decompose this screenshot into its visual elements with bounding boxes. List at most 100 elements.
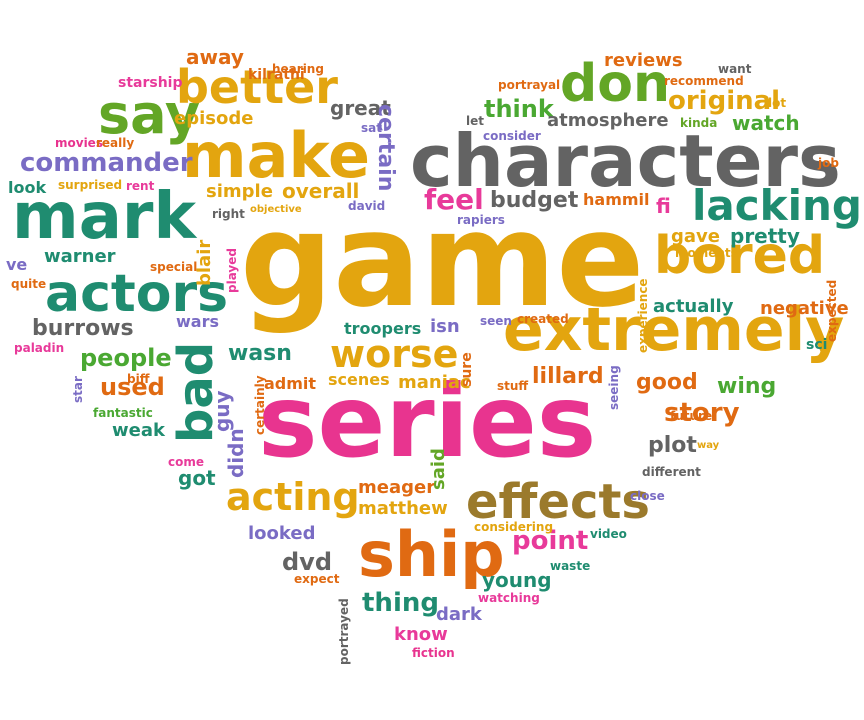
word-expected: expected	[825, 279, 839, 342]
word-away: away	[186, 45, 244, 69]
word-different: different	[642, 465, 701, 479]
word-got: got	[178, 466, 216, 490]
word-better: better	[176, 60, 338, 114]
word-story: story	[664, 398, 740, 428]
word-watching: watching	[478, 591, 540, 605]
word-isn: isn	[430, 316, 460, 337]
word-actors: actors	[45, 264, 229, 324]
word-fantastic: fantastic	[93, 406, 153, 420]
word-future: future	[670, 409, 713, 423]
word-matthew: matthew	[358, 498, 448, 519]
word-lacking: lacking	[692, 181, 862, 230]
word-great: great	[330, 96, 391, 120]
word-star: star	[71, 376, 85, 403]
word-good: good	[636, 370, 698, 395]
word-hammil: hammil	[583, 190, 650, 209]
word-used: used	[100, 373, 165, 401]
word-make: make	[182, 119, 371, 192]
word-consider: consider	[483, 129, 541, 143]
word-didn: didn	[224, 428, 248, 478]
word-recommend: recommend	[664, 74, 744, 88]
word-pretty: pretty	[730, 224, 800, 248]
word-worse: worse	[330, 332, 459, 376]
word-said: said	[428, 448, 449, 490]
word-weak: weak	[112, 420, 165, 441]
word-blair: blair	[194, 239, 215, 286]
word-actually: actually	[653, 296, 734, 317]
word-considering: considering	[474, 520, 554, 534]
word-negative: negative	[760, 298, 849, 319]
word-rent: rent	[126, 179, 155, 193]
word-scenes: scenes	[328, 370, 390, 389]
word-young: young	[482, 568, 552, 592]
word-really: really	[96, 136, 135, 150]
word-job: job	[818, 156, 839, 170]
word-experience: experience	[636, 278, 650, 353]
word-extremely: extremely	[503, 295, 845, 365]
word-fi: fi	[656, 194, 671, 218]
word-kilrathi: kilrathi	[248, 67, 305, 83]
word-maniac: maniac	[398, 372, 471, 393]
word-david: david	[348, 199, 386, 213]
word-moments: moments	[675, 246, 738, 260]
word-want: want	[718, 62, 752, 76]
word-point: point	[512, 526, 589, 556]
word-wars: wars	[176, 312, 219, 331]
word-atmosphere: atmosphere	[547, 110, 669, 131]
word-wasn: wasn	[228, 341, 292, 366]
word-know: know	[394, 624, 448, 645]
word-fiction: fiction	[412, 646, 455, 660]
word-thing: thing	[362, 588, 439, 618]
word-kinda: kinda	[680, 116, 718, 130]
word-looked: looked	[248, 523, 316, 544]
word-admit: admit	[264, 374, 317, 393]
word-sat: sat	[361, 121, 382, 135]
word-don: don	[560, 54, 670, 114]
word-budget: budget	[490, 188, 579, 213]
word-certain: certain	[373, 104, 398, 192]
word-lillard: lillard	[532, 364, 604, 389]
word-think: think	[484, 95, 554, 123]
word-wing: wing	[717, 374, 777, 399]
word-waste: waste	[550, 559, 591, 573]
word-troopers: troopers	[344, 319, 422, 338]
word-plot: plot	[648, 433, 697, 458]
word-bored: bored	[654, 226, 826, 286]
word-way: way	[697, 440, 720, 451]
word-movies: movies	[55, 136, 103, 150]
word-come: come	[168, 455, 204, 469]
word-portrayal: portrayal	[498, 78, 561, 92]
word-biff: biff	[127, 372, 150, 386]
word-dvd: dvd	[282, 548, 333, 576]
word-portrayed: portrayed	[337, 598, 351, 665]
word-surprised: surprised	[58, 178, 123, 192]
word-let: let	[466, 114, 484, 128]
word-game: game	[240, 184, 645, 336]
word-dark: dark	[436, 604, 482, 625]
word-acting: acting	[226, 475, 360, 519]
word-close: close	[630, 489, 665, 503]
word-warner: warner	[44, 246, 116, 267]
word-people: people	[80, 344, 172, 372]
word-lot: lot	[768, 96, 787, 110]
word-gave: gave	[671, 226, 720, 247]
word-expect: expect	[294, 572, 340, 586]
word-sure: sure	[459, 352, 475, 387]
word-played: played	[225, 248, 239, 293]
word-right: right	[212, 207, 245, 221]
word-guy: guy	[210, 390, 234, 432]
word-quite: quite	[11, 277, 47, 291]
word-stuff: stuff	[497, 379, 529, 393]
word-created: created	[517, 312, 569, 326]
word-seen: seen	[480, 314, 512, 328]
word-meager: meager	[358, 477, 436, 498]
word-paladin: paladin	[14, 341, 65, 355]
word-watch: watch	[732, 111, 800, 135]
word-characters: characters	[410, 119, 841, 203]
word-video: video	[590, 527, 627, 541]
word-rapiers: rapiers	[457, 213, 505, 227]
word-simple: simple	[206, 181, 273, 202]
word-say: say	[98, 83, 201, 146]
word-original: original	[668, 86, 781, 116]
word-objective: objective	[250, 204, 302, 215]
